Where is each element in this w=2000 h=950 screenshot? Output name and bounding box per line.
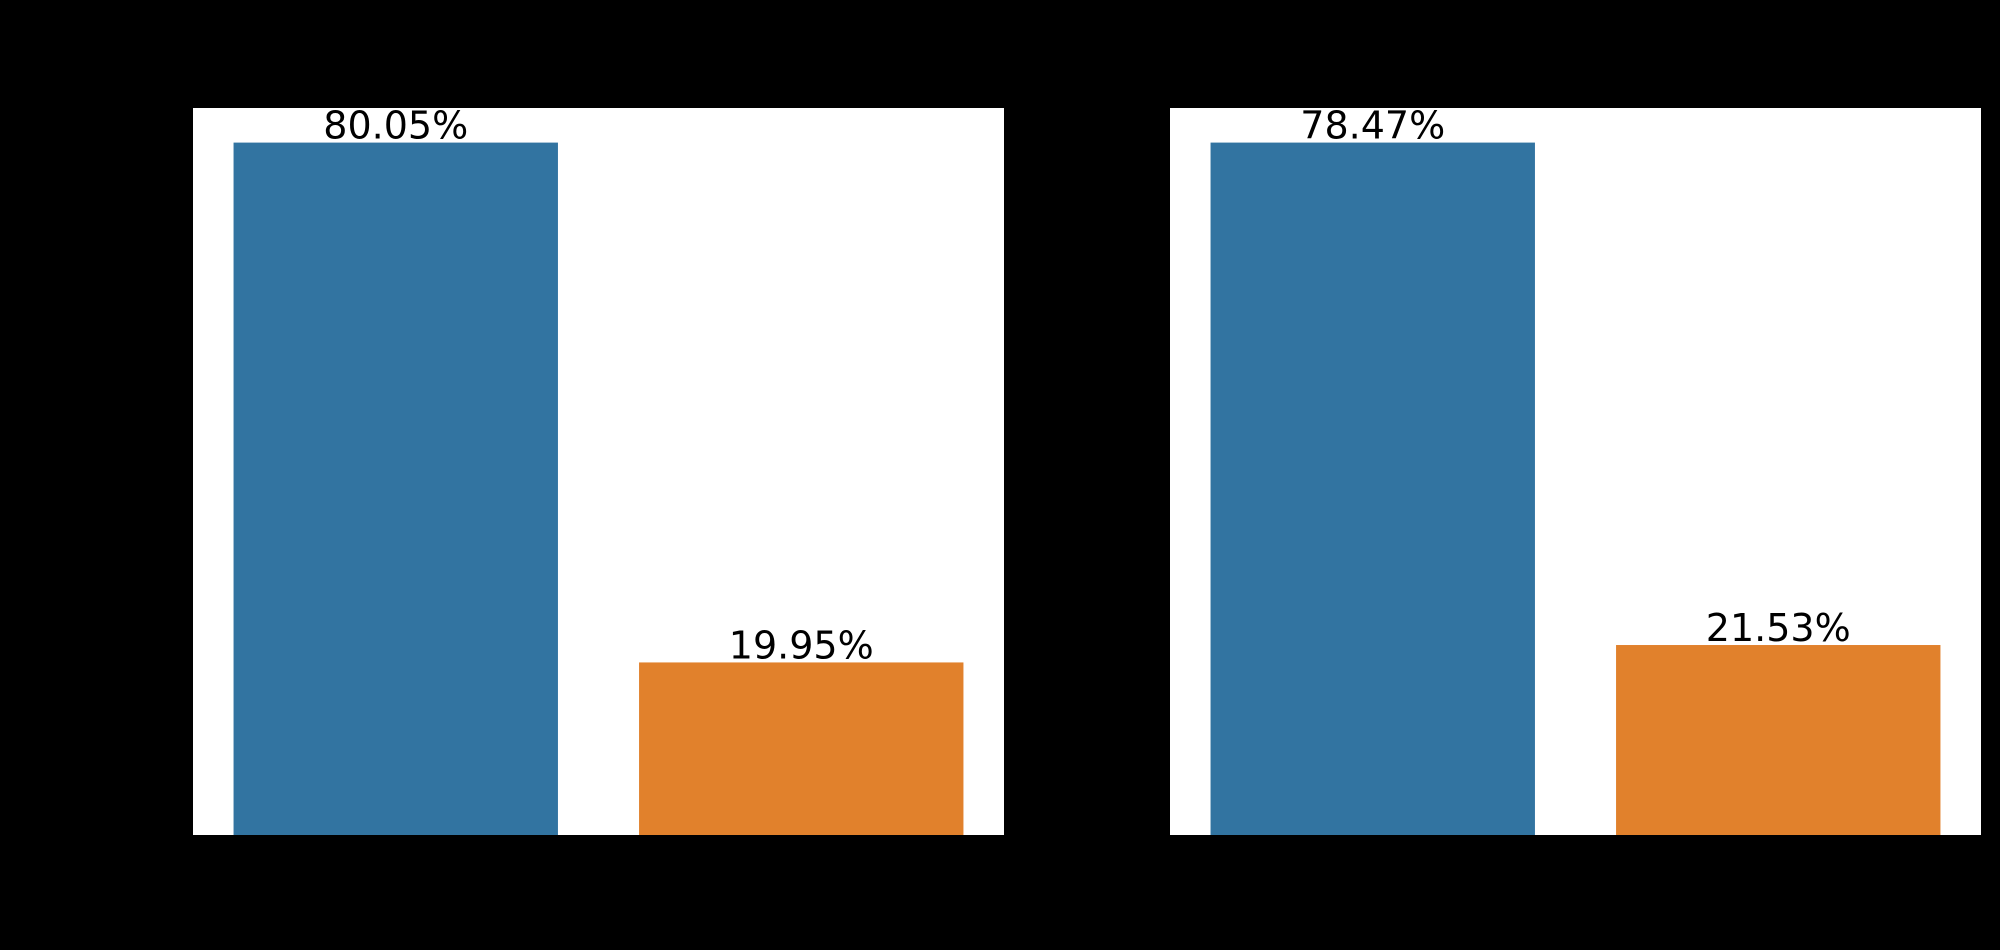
bar <box>639 662 964 835</box>
bar-value-label: 78.47% <box>1300 104 1445 148</box>
bar-value-label: 19.95% <box>729 623 874 667</box>
bar <box>233 142 558 835</box>
bar-value-label: 80.05% <box>323 104 468 148</box>
bar-value-label: 21.53% <box>1706 606 1851 650</box>
bar <box>1616 645 1941 835</box>
bar <box>1210 142 1535 836</box>
